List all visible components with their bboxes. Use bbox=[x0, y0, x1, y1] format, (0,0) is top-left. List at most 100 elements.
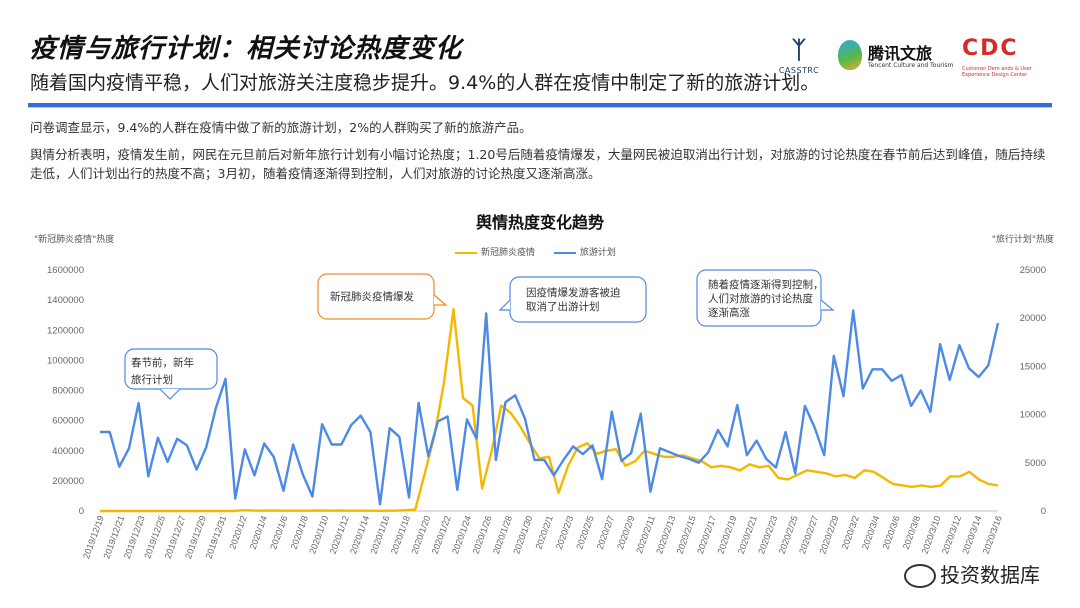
left-tick-label: 1200000 bbox=[47, 325, 84, 336]
right-tick-label: 20000 bbox=[1020, 313, 1046, 324]
travel-series-line bbox=[100, 309, 1000, 506]
left-tick-label: 1400000 bbox=[47, 295, 84, 306]
annotation-callout-tail bbox=[498, 299, 511, 311]
x-tick-label: 2020/2/17 bbox=[695, 514, 718, 555]
survey-note: 问卷调查显示，9.4%的人群在疫情中做了新的旅游计划，2%的人群购买了新的旅游产… bbox=[30, 120, 532, 135]
annotation-text-line: 春节前，新年 bbox=[131, 356, 194, 369]
left-tick-label: 1600000 bbox=[47, 265, 84, 276]
x-tick-label: 2020/2/21 bbox=[736, 514, 759, 555]
header-divider bbox=[28, 103, 1052, 107]
casstrc-logo: ᛉ CASSTRC bbox=[776, 38, 822, 75]
x-tick-label: 2020/2/27 bbox=[797, 514, 820, 555]
x-tick-label: 2020/1/24 bbox=[450, 514, 473, 555]
annotation-text-line: 取消了出游计划 bbox=[526, 300, 600, 313]
x-tick-label: 2020/1/30 bbox=[511, 514, 534, 555]
annotation-text: 春节前，新年旅行计划 bbox=[131, 356, 194, 386]
right-tick-label: 10000 bbox=[1020, 410, 1046, 421]
annotation-callout-tail bbox=[159, 388, 181, 400]
annotation-text-line: 人们对旅游的讨论热度 bbox=[708, 292, 813, 305]
annotation-text: 新冠肺炎疫情爆发 bbox=[330, 290, 414, 303]
annotation-text-line: 逐渐高涨 bbox=[708, 306, 750, 319]
x-tick-label: 2020/2/29 bbox=[818, 514, 841, 555]
x-tick-label: 2020/1/12 bbox=[328, 514, 351, 555]
left-tick-label: 600000 bbox=[52, 416, 84, 427]
annotation-text-line: 新冠肺炎疫情爆发 bbox=[330, 290, 414, 303]
right-tick-label: 25000 bbox=[1020, 265, 1046, 276]
legend-label-travel: 旅游计划 bbox=[579, 248, 616, 258]
x-tick-label: 2020/3/2 bbox=[840, 514, 861, 550]
left-axis-label: "新冠肺炎疫情"热度 bbox=[34, 235, 115, 245]
x-tick-label: 2020/2/5 bbox=[574, 514, 595, 550]
left-tick-label: 1000000 bbox=[47, 355, 84, 366]
x-tick-label: 2020/1/2 bbox=[227, 514, 248, 550]
x-tick-label: 2020/1/4 bbox=[248, 514, 269, 550]
x-tick-label: 2020/3/4 bbox=[860, 514, 881, 550]
legend-label-epidemic: 新冠肺炎疫情 bbox=[481, 248, 536, 258]
x-tick-label: 2020/1/28 bbox=[491, 514, 514, 555]
x-tick-label: 2020/1/14 bbox=[348, 514, 371, 555]
x-tick-label: 2020/2/25 bbox=[777, 514, 800, 555]
annotation-callout-box bbox=[509, 276, 647, 323]
x-tick-label: 2020/1/20 bbox=[409, 514, 432, 555]
analysis-note: 舆情分析表明，疫情发生前，网民在元旦前后对新年旅行计划有小幅讨论热度；1.20号… bbox=[30, 147, 1046, 181]
x-tick-label: 2020/2/3 bbox=[554, 514, 575, 550]
tencent-logo-text: 腾讯文旅 bbox=[868, 44, 933, 63]
x-tick-label: 2020/1/26 bbox=[471, 514, 494, 555]
x-tick-label: 2020/1/6 bbox=[268, 514, 289, 550]
x-tick-label: 2020/1/8 bbox=[289, 514, 310, 550]
right-tick-label: 0 bbox=[1041, 506, 1046, 517]
annotation-text-line: 旅行计划 bbox=[131, 373, 173, 386]
tencent-logo-mark-icon bbox=[838, 40, 862, 70]
left-tick-label: 200000 bbox=[52, 476, 84, 487]
watermark: 投资数据库 bbox=[904, 559, 1040, 588]
annotation-callout-box bbox=[696, 269, 822, 327]
x-tick-label: 2020/3/10 bbox=[920, 514, 943, 555]
epidemic-series-line bbox=[100, 308, 999, 513]
right-tick-label: 5000 bbox=[1025, 458, 1046, 469]
x-tick-label: 2020/1/18 bbox=[389, 514, 412, 555]
page-title: 疫情与旅行计划：相关讨论热度变化 bbox=[30, 34, 463, 64]
x-tick-label: 2020/3/6 bbox=[880, 514, 901, 550]
x-tick-label: 2020/2/13 bbox=[654, 514, 677, 555]
annotation-text: 随着疫情逐渐得到控制，人们对旅游的讨论热度逐渐高涨 bbox=[708, 278, 824, 319]
legend-item-travel: 旅游计划 bbox=[553, 245, 616, 258]
cdc-logo: CDC Customer Dem ands & User Experience … bbox=[962, 36, 1042, 79]
x-tick-label: 2020/2/7 bbox=[595, 514, 616, 550]
x-tick-label: 2020/3/16 bbox=[981, 514, 1004, 555]
x-tick-label: 2020/3/12 bbox=[940, 514, 963, 555]
legend-item-epidemic: 新冠肺炎疫情 bbox=[455, 245, 535, 258]
x-tick-label: 2020/2/15 bbox=[675, 514, 698, 555]
right-tick-label: 15000 bbox=[1020, 361, 1046, 372]
x-tick-label: 2020/3/14 bbox=[960, 514, 983, 555]
x-tick-label: 2019/12/31 bbox=[204, 514, 229, 560]
chart-title: 舆情热度变化趋势 bbox=[475, 213, 604, 232]
header-divider-thin bbox=[28, 107, 1052, 108]
x-tick-label: 2020/3/8 bbox=[901, 514, 922, 550]
legend-swatch-epidemic bbox=[455, 251, 477, 254]
legend-swatch-travel bbox=[553, 251, 576, 254]
x-tick-label: 2020/2/1 bbox=[533, 514, 554, 550]
annotation-text: 因疫情爆发游客被迫取消了出游计划 bbox=[526, 286, 621, 313]
annotation-callout-tail bbox=[820, 299, 835, 311]
casstrc-logo-mark-icon: ᛉ bbox=[791, 36, 807, 64]
x-tick-label: 2020/2/9 bbox=[615, 514, 636, 550]
annotation-text-line: 因疫情爆发游客被迫 bbox=[526, 286, 621, 299]
left-tick-label: 800000 bbox=[52, 386, 84, 397]
x-tick-label: 2020/1/16 bbox=[369, 514, 392, 555]
x-tick-label: 2020/2/19 bbox=[715, 514, 738, 555]
watermark-text: 投资数据库 bbox=[940, 562, 1040, 587]
left-tick-label: 400000 bbox=[52, 446, 84, 457]
tencent-logo-subtext: Tencent Culture and Tourism bbox=[868, 62, 954, 69]
left-tick-label: 0 bbox=[79, 506, 84, 517]
annotation-callout-tail bbox=[433, 294, 448, 306]
x-tick-label: 2020/1/10 bbox=[307, 514, 330, 555]
x-tick-label: 2020/2/11 bbox=[634, 514, 657, 554]
right-axis-label: "旅行计划"热度 bbox=[991, 235, 1054, 245]
cdc-logo-text: CDC bbox=[962, 36, 1019, 61]
annotation-text-line: 随着疫情逐渐得到控制， bbox=[708, 278, 824, 291]
cdc-logo-subtext: Customer Dem ands & User Experience Desi… bbox=[962, 66, 1032, 78]
x-tick-label: 2020/1/22 bbox=[430, 514, 453, 555]
chart-legend: 新冠肺炎疫情 旅游计划 bbox=[455, 245, 632, 258]
wechat-icon bbox=[904, 564, 936, 588]
